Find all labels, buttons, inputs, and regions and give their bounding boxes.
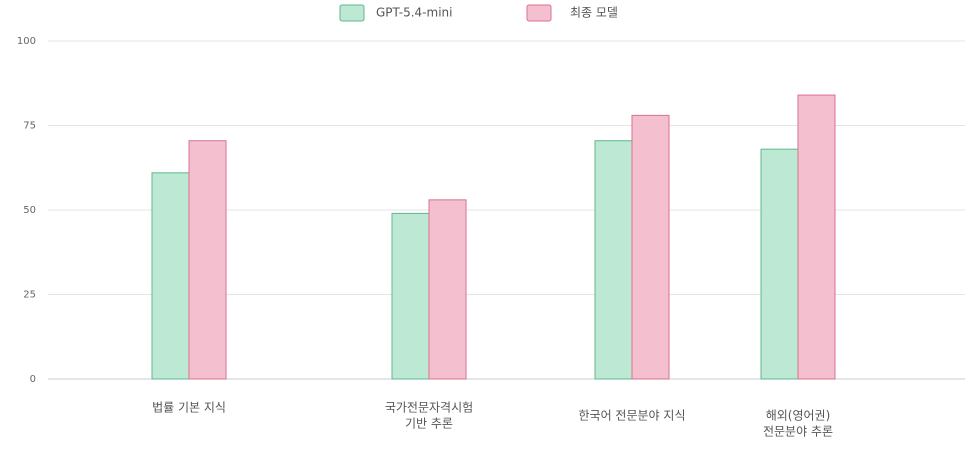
- x-tick-label: 법률 기본 지식: [152, 401, 226, 415]
- y-tick-label: 0: [30, 374, 36, 385]
- bar: [391, 212, 430, 380]
- y-tick-label: 75: [23, 121, 36, 132]
- bar: [188, 140, 227, 380]
- x-tick-label: 기반 추론: [405, 417, 453, 431]
- legend-label: GPT-5.4-mini: [376, 6, 452, 20]
- legend-swatch: [339, 4, 365, 22]
- x-tick-label: 해외(영어권): [766, 409, 831, 423]
- legend-swatch: [526, 4, 552, 22]
- x-tick-label: 국가전문자격시험: [385, 401, 473, 415]
- legend-label: 최종 모델: [570, 6, 618, 20]
- bar: [151, 172, 190, 380]
- y-tick-label: 100: [17, 36, 36, 47]
- bar: [428, 199, 467, 380]
- bar: [797, 94, 836, 380]
- bar: [594, 140, 633, 380]
- bar: [631, 114, 670, 380]
- bar: [760, 148, 799, 380]
- y-tick-label: 50: [23, 205, 36, 216]
- x-tick-label: 한국어 전문분야 지식: [579, 409, 686, 423]
- y-tick-label: 25: [23, 290, 36, 301]
- x-tick-label: 전문분야 추론: [763, 425, 833, 439]
